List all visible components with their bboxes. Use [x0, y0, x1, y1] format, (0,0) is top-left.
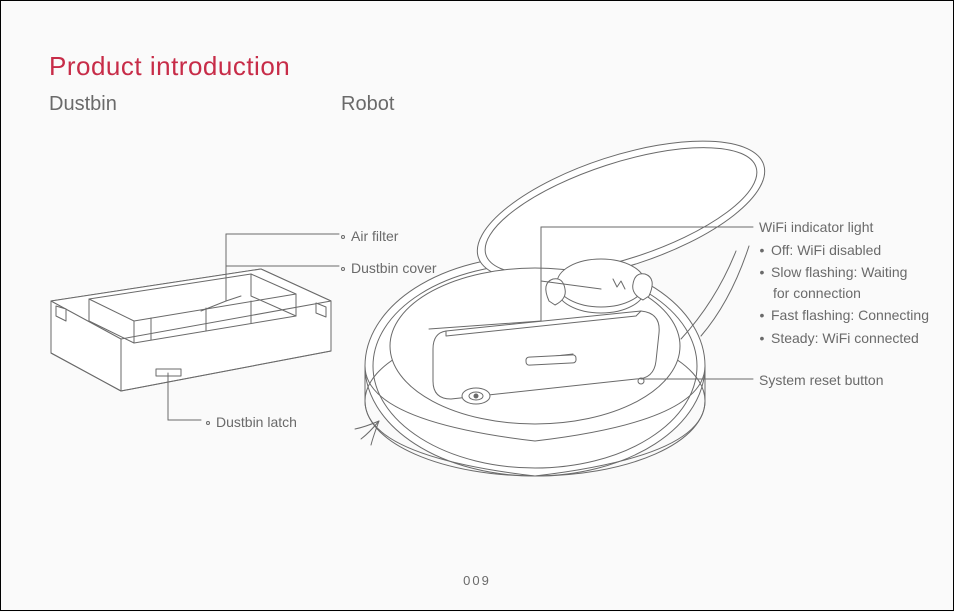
dustbin-illustration [51, 269, 331, 391]
product-diagram [1, 1, 954, 612]
robot-illustration [355, 112, 781, 476]
